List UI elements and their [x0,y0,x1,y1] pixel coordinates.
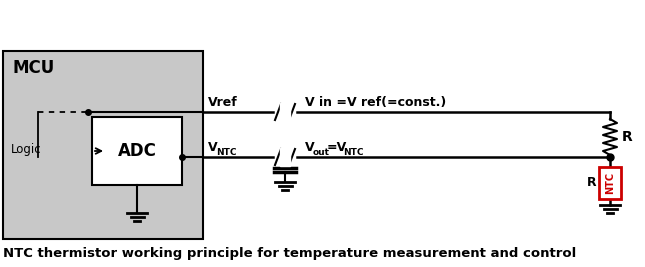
Text: Vref: Vref [208,96,238,109]
Text: NTC thermistor working principle for temperature measurement and control: NTC thermistor working principle for tem… [3,247,576,260]
Text: NTC: NTC [216,148,237,157]
Text: R: R [586,176,596,190]
Text: R: R [622,130,633,144]
Text: out: out [313,148,330,157]
Bar [3,51,203,239]
Bar [599,167,621,199]
Text: =V: =V [327,141,347,154]
Bar [280,148,290,166]
Text: NTC: NTC [605,172,615,194]
Text: Logic: Logic [11,143,42,155]
Text: V: V [208,141,217,154]
Text: ADC: ADC [117,142,157,160]
Text: V: V [305,141,315,154]
Text: NTC: NTC [601,188,620,197]
Text: MCU: MCU [13,59,55,77]
Text: V in =V ref(=const.): V in =V ref(=const.) [305,96,446,109]
Bar [92,117,182,185]
Text: NTC: NTC [343,148,364,157]
Bar [280,103,290,121]
